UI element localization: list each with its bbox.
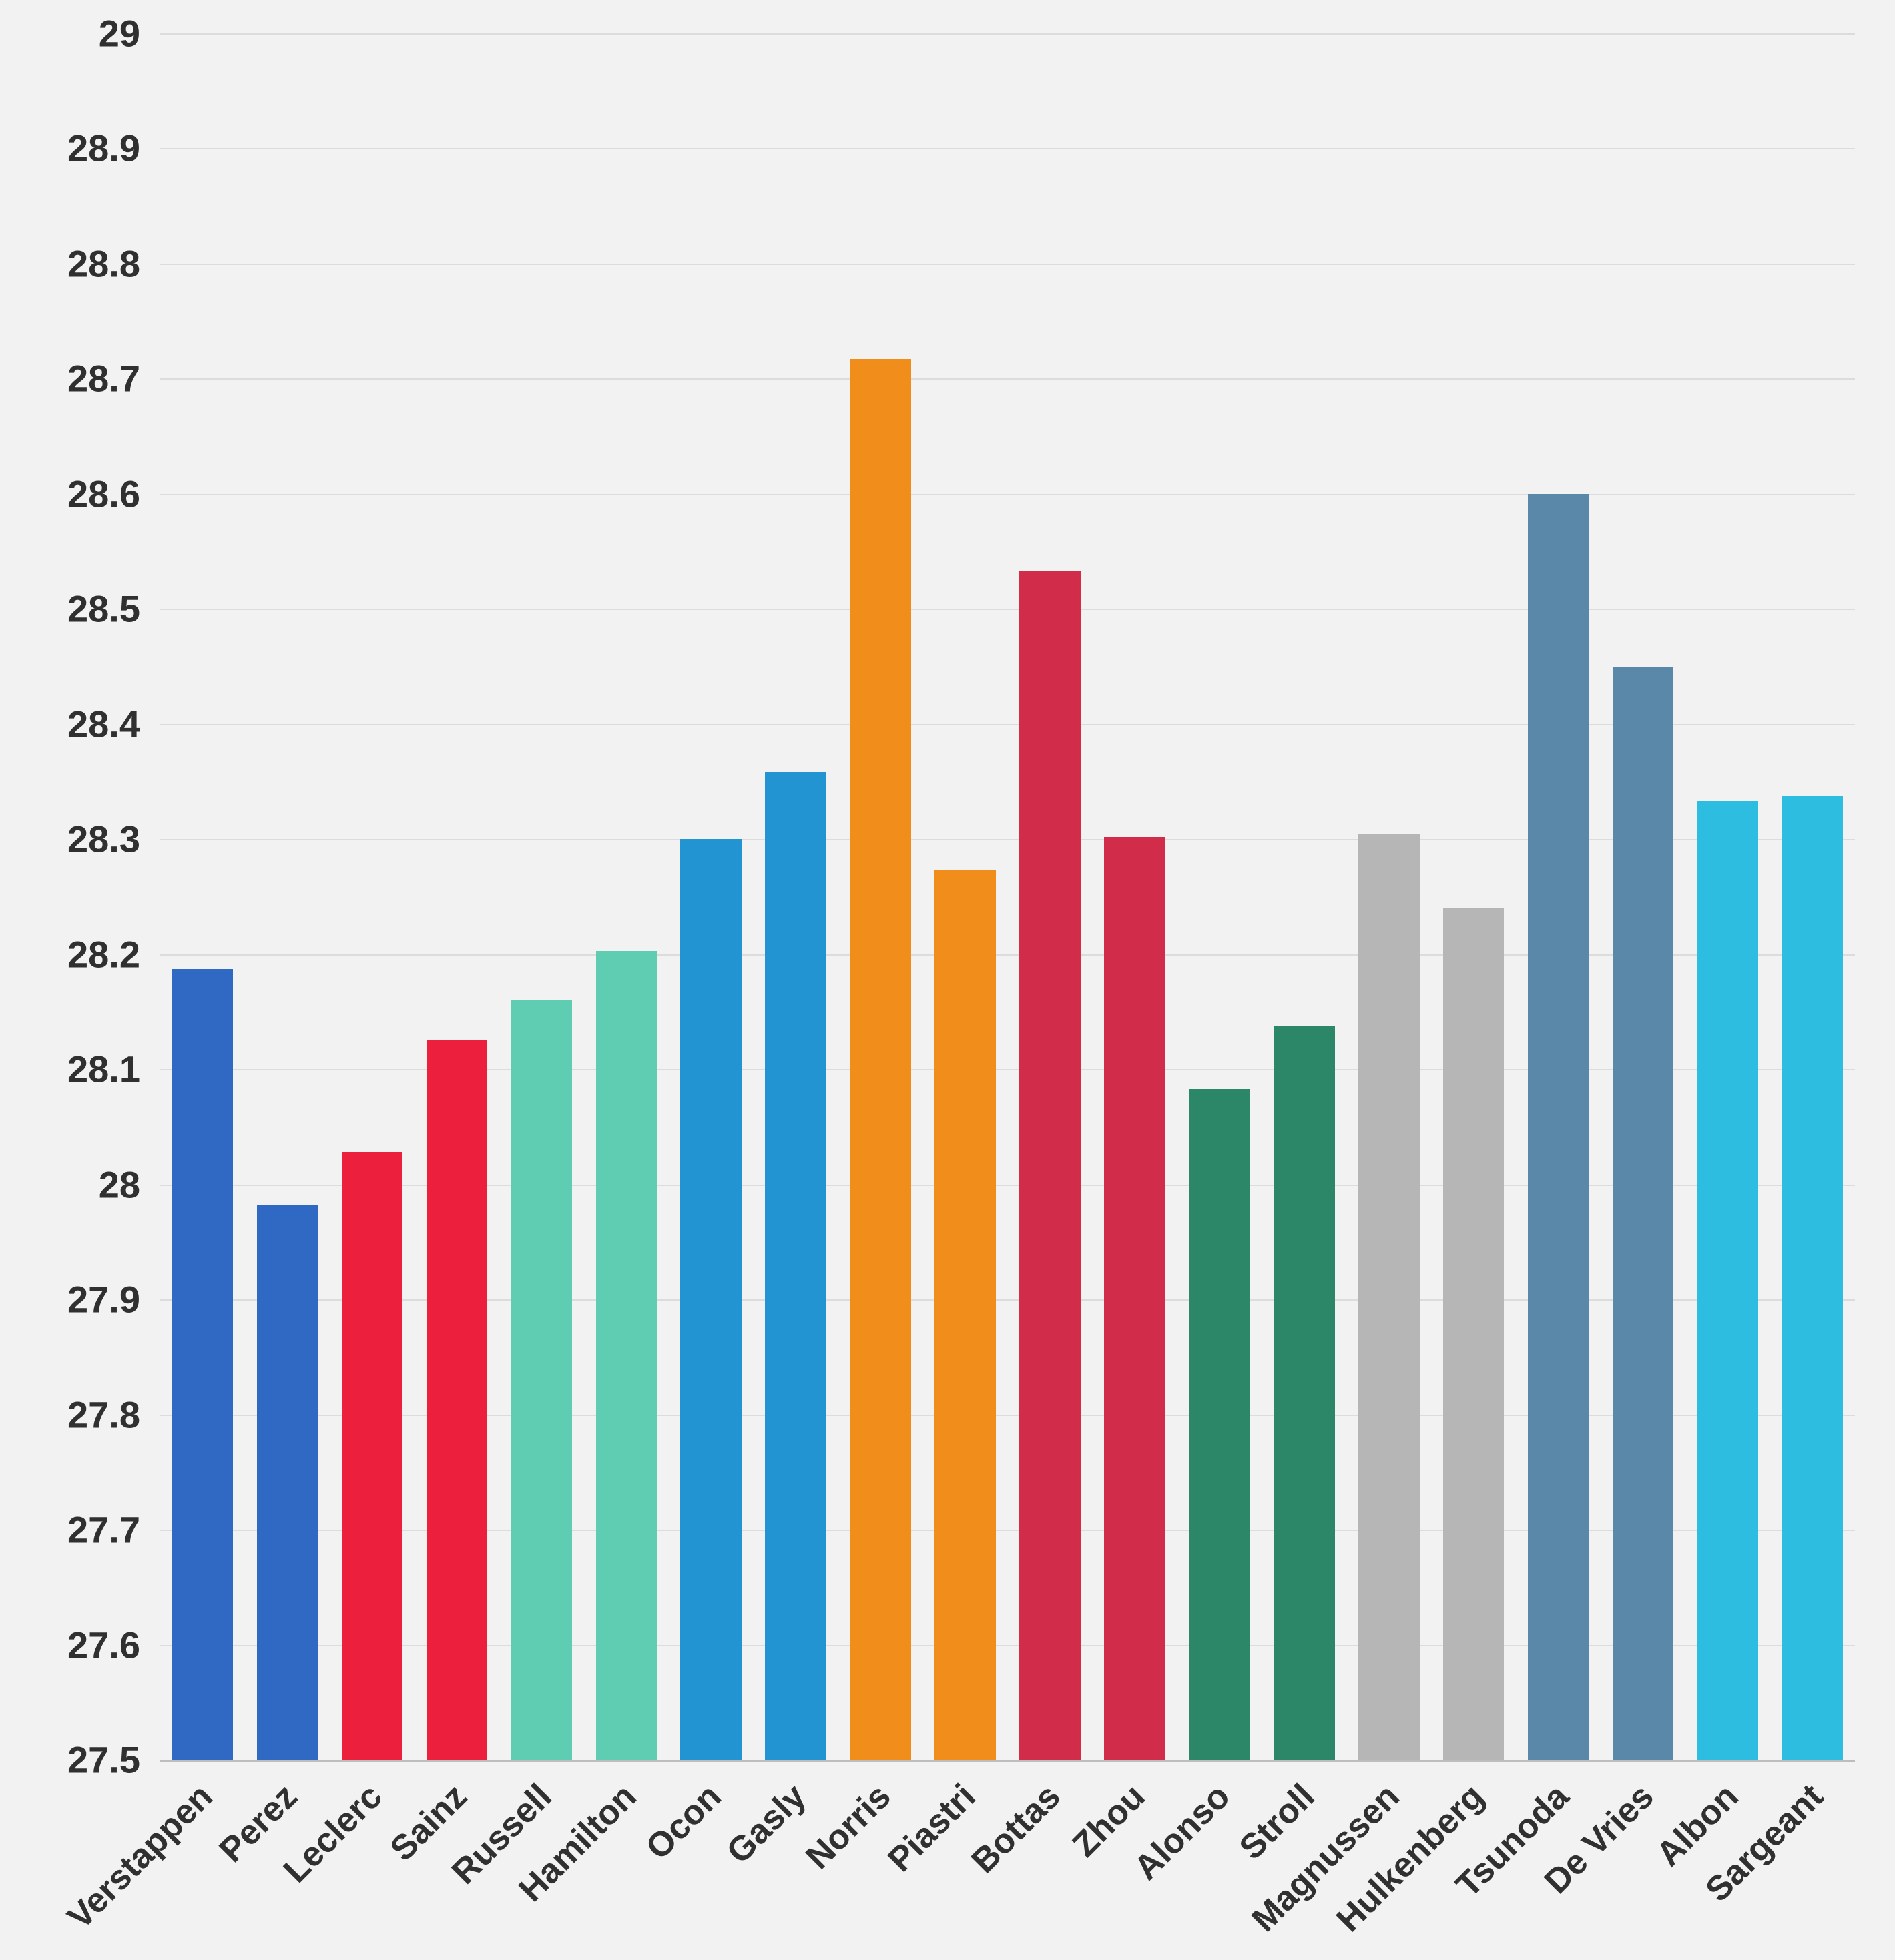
bar [765,772,826,1760]
y-tick-label: 28.1 [67,1048,140,1091]
y-tick-label: 27.6 [67,1623,140,1666]
y-tick-label: 27.8 [67,1393,140,1436]
bar-slot: Sainz [415,33,499,1760]
bar-slot: Ocon [669,33,754,1760]
bars-container: VerstappenPerezLeclercSainzRussellHamilt… [160,33,1855,1760]
lap-time-bar-chart: 27.5 27.6 27.7 27.8 27.9 28 28.1 28.2 28.3 28.4 28… [0,0,1895,1960]
y-tick-label: 28.3 [67,818,140,861]
bar-slot: Hamilton [584,33,669,1760]
bar [1613,667,1673,1760]
bar [342,1152,402,1760]
bar-slot: Norris [838,33,923,1760]
bar-slot: Piastri [923,33,1008,1760]
y-tick-label: 28.5 [67,587,140,631]
y-tick-label: 29 [99,12,140,55]
bar-slot: Russell [499,33,584,1760]
bar [257,1205,318,1760]
y-tick-label: 28.4 [67,702,140,745]
bar-slot: Bottas [1008,33,1093,1760]
bar [1274,1026,1334,1760]
bar-slot: Perez [245,33,330,1760]
bar-slot: Hulkenberg [1431,33,1516,1760]
bar-slot: Albon [1685,33,1770,1760]
bar [1019,571,1080,1760]
bar [172,969,233,1760]
y-tick-label: 27.5 [67,1738,140,1782]
y-tick-label: 28.8 [67,242,140,285]
bar-slot: De Vries [1601,33,1685,1760]
bar [850,359,910,1760]
bar-slot: Magnussen [1346,33,1431,1760]
bar [1104,837,1165,1760]
y-tick-label: 28.7 [67,357,140,400]
bar [511,1000,572,1760]
bar [1189,1089,1250,1760]
bar [427,1040,487,1760]
y-tick-label: 27.9 [67,1278,140,1321]
bar [1443,908,1504,1760]
bar [680,839,741,1760]
bar [1358,834,1419,1760]
plot-area: 27.527.627.727.827.92828.128.228.328.428… [160,33,1855,1760]
y-tick-label: 28.2 [67,932,140,976]
y-tick-label: 27.7 [67,1508,140,1552]
bar [934,870,995,1760]
bar-slot: Verstappen [160,33,245,1760]
bar [1697,801,1758,1760]
bar [1528,494,1589,1760]
y-tick-label: 28 [99,1163,140,1206]
bar-slot: Sargeant [1770,33,1855,1760]
bar-slot: Alonso [1177,33,1262,1760]
bar [1782,796,1843,1760]
bar-slot: Leclerc [330,33,415,1760]
bar [596,951,657,1760]
y-tick-label: 28.6 [67,472,140,515]
bar-slot: Tsunoda [1516,33,1601,1760]
y-tick-label: 28.9 [67,127,140,170]
bar-slot: Stroll [1262,33,1346,1760]
bar-slot: Gasly [754,33,838,1760]
bar-slot: Zhou [1092,33,1177,1760]
